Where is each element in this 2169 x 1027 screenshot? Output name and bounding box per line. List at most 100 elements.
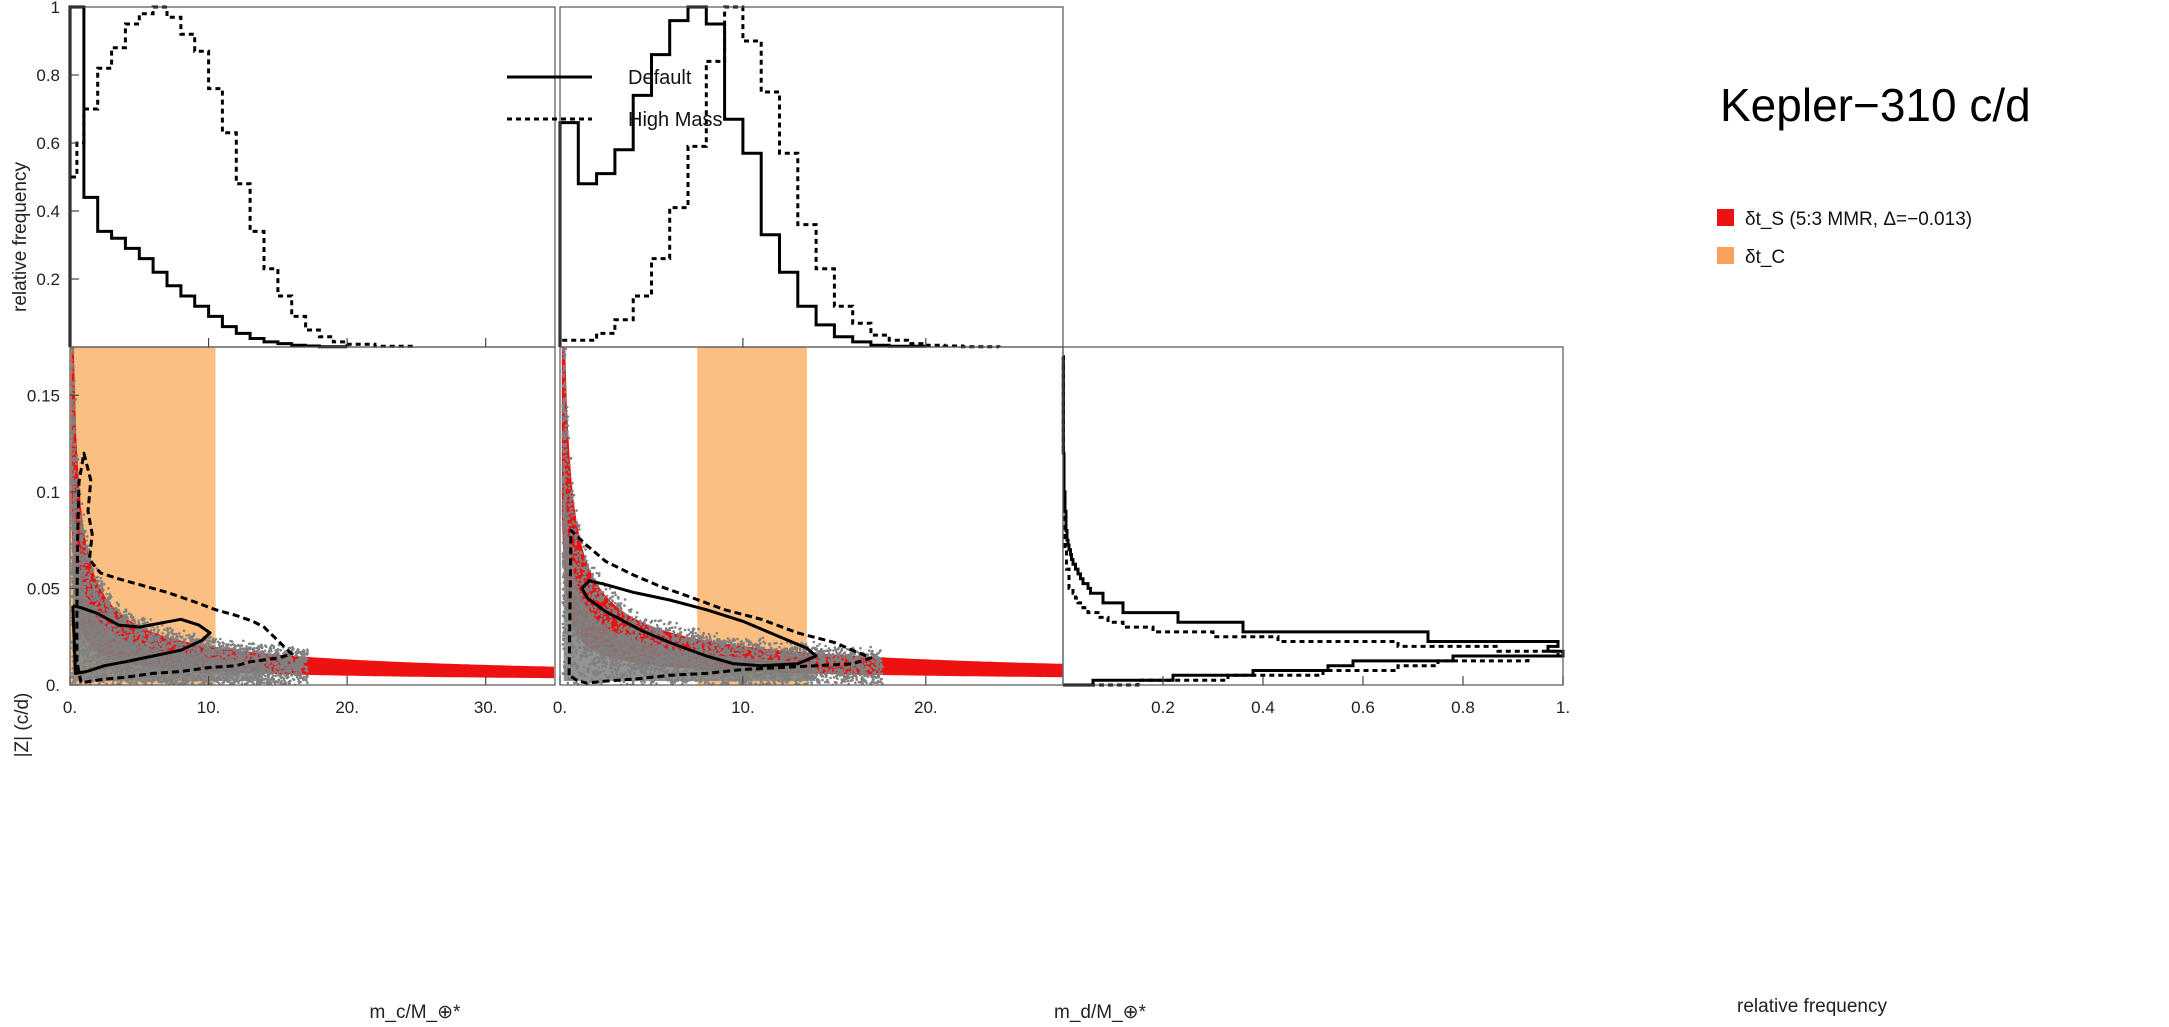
scatter_md-sample-point	[856, 650, 859, 654]
scatter_mc-sample-point	[136, 640, 139, 643]
scatter_mc-sample-point	[176, 638, 180, 642]
scatter_mc-sample-point	[113, 609, 116, 613]
scatter_mc-sample-point	[149, 635, 152, 638]
scatter_mc-sample-point	[105, 682, 108, 685]
scatter_mc-sample-point	[239, 653, 243, 657]
scatter_mc-sample-point	[88, 594, 92, 597]
scatter_mc-sample-point	[134, 634, 138, 638]
scatter_mc-sample-point	[131, 616, 134, 620]
scatter_mc-sample-point	[219, 637, 222, 641]
scatter_mc-sample-point	[267, 654, 270, 657]
scatter_mc-sample-point	[82, 513, 86, 516]
scatter_mc-sample-point	[106, 626, 109, 629]
scatter_mc-sample-point	[151, 632, 154, 635]
scatter_mc-sample-point	[76, 471, 80, 475]
scatter_mc-sample-point	[210, 652, 214, 656]
scatter_mc-sample-point	[280, 661, 283, 665]
scatter_mc-sample-point	[208, 643, 211, 646]
scatter_mc-sample-point	[129, 630, 133, 633]
scatter_mc-sample-point	[88, 577, 92, 581]
scatter_mc-sample-point	[91, 567, 94, 571]
scatter_mc-sample-point	[163, 636, 167, 639]
scatter_mc-sample-point	[122, 616, 125, 619]
scatter_md-resonant-region	[561, 347, 1063, 678]
scatter_mc-sample-point	[295, 675, 299, 679]
scatter_md-sample-point	[817, 652, 820, 655]
scatter_mc-sample-point	[86, 544, 90, 548]
scatter_mc-sample-point	[130, 613, 133, 617]
scatter_mc-sample-point	[272, 671, 276, 674]
scatter_mc-sample-point	[248, 642, 251, 645]
scatter_md-sample-point	[768, 682, 771, 685]
scatter_mc-sample-point	[293, 669, 297, 672]
scatter_mc-sample-point	[132, 636, 135, 640]
scatter_md-sample-point	[667, 637, 670, 641]
scatter_mc-sample-point	[282, 677, 286, 681]
scatter_mc-sample-point	[178, 632, 181, 635]
scatter_mc-sample-point	[296, 660, 300, 664]
scatter_mc-sample-point	[265, 680, 269, 684]
scatter_mc-sample-point	[282, 662, 285, 666]
scatter_mc-sample-point	[269, 645, 272, 649]
scatter_mc-sample-point	[83, 535, 86, 538]
scatter_mc-sample-point	[161, 645, 165, 648]
scatter_md-sample-point	[702, 640, 706, 643]
scatter_mc-sample-point	[76, 487, 79, 491]
scatter_md-sample-point	[713, 650, 717, 653]
scatter_mc-sample-point	[288, 669, 292, 673]
scatter_md-sample-point	[597, 612, 601, 616]
scatter_mc-sample-point	[74, 462, 78, 466]
scatter_mc-sample-point	[137, 621, 140, 624]
scatter_md-sample-point	[623, 598, 627, 601]
scatter_mc-sample-point	[266, 677, 269, 680]
scatter_mc-sample-point	[227, 643, 230, 646]
scatter_mc-sample-point	[133, 622, 137, 626]
scatter_mc-sample-point	[170, 631, 173, 634]
scatter_mc-sample-point	[122, 610, 126, 614]
scatter_mc-sample-point	[139, 635, 142, 639]
scatter_mc-sample-point	[187, 650, 190, 653]
scatter_md-sample-point	[870, 652, 873, 656]
scatter_md-sample-point	[663, 622, 666, 626]
scatter_mc-sample-point	[300, 653, 304, 657]
scatter_mc-sample-point	[87, 579, 90, 583]
scatter_md-sample-point	[747, 639, 750, 642]
scatter_mc-sample-point	[301, 676, 305, 680]
scatter_mc-sample-point	[135, 680, 138, 684]
scatter_mc-sample-point	[287, 675, 290, 679]
scatter_md-sample-point	[827, 647, 831, 650]
scatter_mc-sample-point	[185, 634, 188, 637]
scatter_mc-sample-point	[234, 655, 238, 658]
scatter_md-sample-point	[825, 668, 829, 672]
scatter_mc-sample-point	[218, 643, 221, 647]
scatter_mc-sample-point	[182, 629, 186, 633]
scatter_mc-sample-point	[75, 530, 79, 533]
scatter_md-sample-point	[629, 618, 632, 622]
hist_md-series-high-mass	[558, 5, 1001, 349]
scatter_mc-sample-point	[267, 650, 271, 653]
scatter_mc-sample-point	[99, 593, 103, 596]
scatter_md-sample-point	[703, 681, 707, 685]
scatter_mc-sample-point	[277, 664, 281, 668]
scatter_mc-sample-point	[233, 681, 236, 685]
scatter_mc-sample-point	[71, 418, 74, 421]
scatter_mc-sample-point	[73, 485, 77, 489]
scatter_md-sample-point	[568, 487, 571, 490]
scatter_mc-sample-point	[85, 548, 89, 552]
scatter_mc-sample-point	[152, 629, 156, 632]
scatter_md-sample-point	[607, 600, 611, 604]
scatter_md-sample-point	[639, 622, 643, 626]
scatter_mc-sample-point	[252, 648, 256, 652]
scatter_md-sample-point	[706, 643, 710, 647]
scatter_mc-sample-point	[306, 681, 309, 685]
scatter_mc-sample-point	[80, 548, 83, 552]
scatter_md-sample-point	[800, 641, 803, 645]
scatter_mc-sample-point	[120, 631, 123, 634]
scatter_mc-sample-point	[192, 632, 196, 635]
scatter_mc-sample-point	[92, 606, 96, 609]
scatter_mc-sample-point	[272, 646, 276, 650]
scatter_mc-sample-point	[251, 651, 255, 654]
scatter_mc-sample-point	[172, 632, 176, 636]
scatter_mc-sample-point	[298, 650, 302, 654]
scatter_md-sample-point	[869, 645, 872, 649]
